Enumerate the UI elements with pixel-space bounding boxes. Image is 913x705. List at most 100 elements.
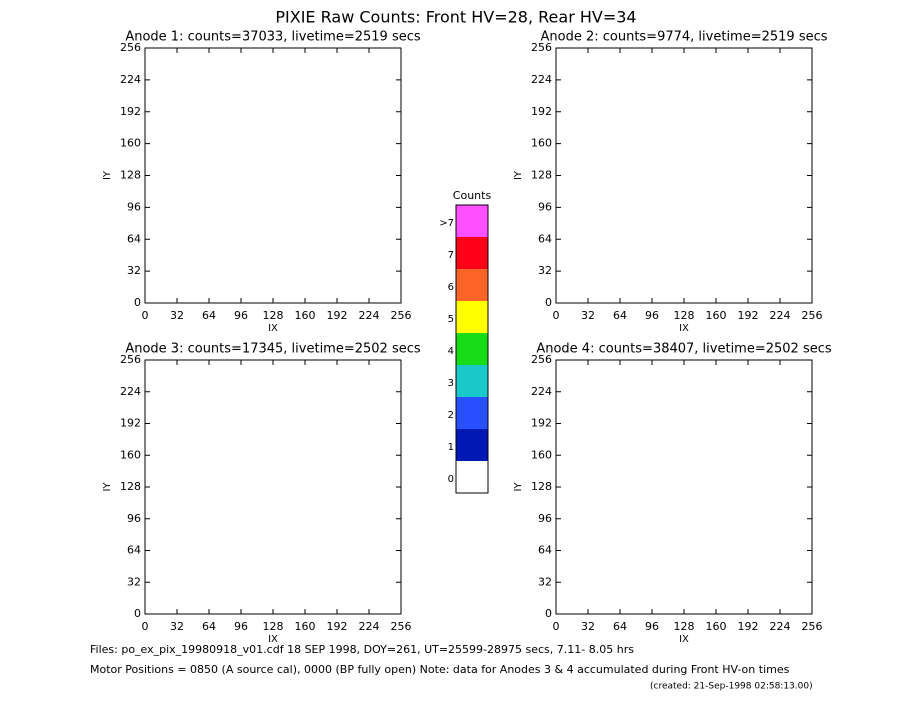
x-tick-label: 160 (295, 620, 316, 633)
x-axis-label: IX (268, 323, 278, 334)
y-tick-label: 160 (531, 137, 552, 150)
y-tick-label: 192 (531, 105, 552, 118)
x-tick-label: 64 (613, 620, 627, 633)
y-tick-label: 256 (120, 353, 141, 366)
x-axis-label: IX (679, 323, 689, 334)
colorbar-label: 3 (448, 378, 454, 389)
colorbar-label: >7 (439, 218, 454, 229)
x-axis-label: IX (268, 634, 278, 645)
y-tick-label: 0 (545, 296, 552, 309)
y-tick-label: 32 (538, 575, 552, 588)
x-tick-label: 64 (202, 620, 216, 633)
x-tick-label: 224 (770, 620, 791, 633)
y-tick-label: 160 (531, 448, 552, 461)
y-tick-label: 224 (531, 73, 552, 86)
y-axis-label: IY (513, 170, 524, 180)
x-tick-label: 256 (802, 620, 823, 633)
y-tick-label: 0 (134, 296, 141, 309)
y-tick-label: 192 (120, 105, 141, 118)
x-tick-label: 128 (263, 620, 284, 633)
colorbar-cell (456, 205, 488, 237)
y-axis-label: IY (102, 170, 113, 180)
panel-title: Anode 1: counts=37033, livetime=2519 sec… (125, 30, 421, 45)
y-tick-label: 224 (120, 73, 141, 86)
y-tick-label: 128 (120, 169, 141, 182)
footer-line: Files: po_ex_pix_19980918_v01.cdf 18 SEP… (90, 643, 634, 656)
x-tick-label: 32 (170, 620, 184, 633)
colorbar-frame (455, 204, 489, 494)
x-tick-label: 192 (327, 620, 348, 633)
colorbar-label: 2 (448, 410, 454, 421)
colorbar-label: 7 (448, 250, 454, 261)
x-tick-label: 32 (581, 620, 595, 633)
x-tick-label: 96 (234, 309, 248, 322)
x-tick-label: 0 (553, 309, 560, 322)
y-tick-label: 256 (531, 353, 552, 366)
x-tick-label: 256 (802, 309, 823, 322)
y-tick-label: 96 (538, 512, 552, 525)
x-tick-label: 160 (706, 620, 727, 633)
y-tick-label: 32 (127, 264, 141, 277)
y-tick-label: 224 (531, 385, 552, 398)
x-tick-label: 32 (170, 309, 184, 322)
colorbar-cell (456, 237, 488, 269)
x-tick-label: 256 (391, 309, 412, 322)
x-tick-label: 224 (770, 309, 791, 322)
x-tick-label: 0 (553, 620, 560, 633)
panel-title: Anode 4: counts=38407, livetime=2502 sec… (536, 342, 832, 357)
y-tick-label: 96 (538, 200, 552, 213)
x-tick-label: 0 (142, 309, 149, 322)
x-tick-label: 32 (581, 309, 595, 322)
x-tick-label: 96 (234, 620, 248, 633)
y-tick-label: 32 (538, 264, 552, 277)
x-tick-label: 256 (391, 620, 412, 633)
colorbar-label: 5 (448, 314, 454, 325)
y-tick-label: 64 (538, 232, 552, 245)
y-tick-label: 256 (120, 41, 141, 54)
figure-title: PIXIE Raw Counts: Front HV=28, Rear HV=3… (275, 8, 636, 27)
x-tick-label: 192 (738, 620, 759, 633)
x-tick-label: 160 (706, 309, 727, 322)
x-tick-label: 64 (202, 309, 216, 322)
x-tick-label: 128 (263, 309, 284, 322)
panel-title: Anode 3: counts=17345, livetime=2502 sec… (125, 342, 421, 357)
y-tick-label: 64 (538, 544, 552, 557)
y-tick-label: 128 (120, 480, 141, 493)
y-tick-label: 32 (127, 575, 141, 588)
y-tick-label: 256 (531, 41, 552, 54)
y-tick-label: 192 (120, 417, 141, 430)
x-tick-label: 224 (359, 620, 380, 633)
x-tick-label: 192 (738, 309, 759, 322)
colorbar-label: 6 (448, 282, 454, 293)
x-tick-label: 160 (295, 309, 316, 322)
x-tick-label: 128 (674, 620, 695, 633)
x-tick-label: 192 (327, 309, 348, 322)
panel-title: Anode 2: counts=9774, livetime=2519 secs (540, 30, 827, 45)
x-tick-label: 224 (359, 309, 380, 322)
colorbar-label: 4 (448, 346, 454, 357)
colorbar-cell (456, 365, 488, 397)
x-axis-label: IX (679, 634, 689, 645)
y-tick-label: 96 (127, 512, 141, 525)
colorbar-cell (456, 397, 488, 429)
y-tick-label: 192 (531, 417, 552, 430)
colorbar-cell (456, 429, 488, 461)
x-tick-label: 0 (142, 620, 149, 633)
footer-line: Motor Positions = 0850 (A source cal), 0… (90, 663, 790, 676)
y-tick-label: 0 (545, 607, 552, 620)
x-tick-label: 64 (613, 309, 627, 322)
colorbar-title: Counts (453, 189, 492, 202)
y-tick-label: 224 (120, 385, 141, 398)
colorbar-label: 1 (448, 442, 454, 453)
y-axis-label: IY (102, 482, 113, 492)
y-tick-label: 0 (134, 607, 141, 620)
colorbar-cell (456, 301, 488, 333)
x-tick-label: 96 (645, 309, 659, 322)
x-tick-label: 96 (645, 620, 659, 633)
y-tick-label: 160 (120, 448, 141, 461)
y-tick-label: 64 (127, 544, 141, 557)
colorbar-label: 0 (448, 474, 454, 485)
y-axis-label: IY (513, 482, 524, 492)
colorbar-cell (456, 461, 488, 493)
